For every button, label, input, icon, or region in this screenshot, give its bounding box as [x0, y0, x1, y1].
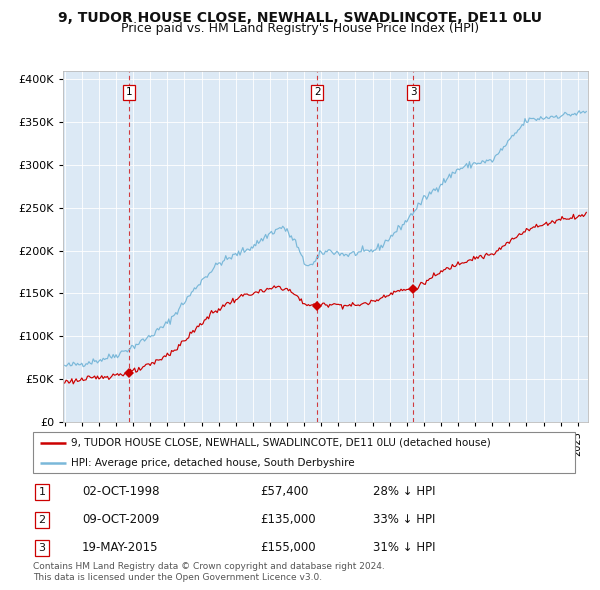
- Text: Price paid vs. HM Land Registry's House Price Index (HPI): Price paid vs. HM Land Registry's House …: [121, 22, 479, 35]
- Text: 28% ↓ HPI: 28% ↓ HPI: [373, 486, 436, 499]
- Text: 1: 1: [38, 487, 46, 497]
- Text: 3: 3: [410, 87, 416, 97]
- Text: 33% ↓ HPI: 33% ↓ HPI: [373, 513, 436, 526]
- Text: 2: 2: [314, 87, 320, 97]
- Text: 09-OCT-2009: 09-OCT-2009: [82, 513, 160, 526]
- Text: Contains HM Land Registry data © Crown copyright and database right 2024.: Contains HM Land Registry data © Crown c…: [33, 562, 385, 571]
- Text: £57,400: £57,400: [260, 486, 309, 499]
- Text: 1: 1: [125, 87, 132, 97]
- Text: 02-OCT-1998: 02-OCT-1998: [82, 486, 160, 499]
- Text: 3: 3: [38, 543, 46, 553]
- Text: 2: 2: [38, 515, 46, 525]
- Text: This data is licensed under the Open Government Licence v3.0.: This data is licensed under the Open Gov…: [33, 573, 322, 582]
- Text: £155,000: £155,000: [260, 541, 316, 554]
- Text: 9, TUDOR HOUSE CLOSE, NEWHALL, SWADLINCOTE, DE11 0LU (detached house): 9, TUDOR HOUSE CLOSE, NEWHALL, SWADLINCO…: [71, 438, 491, 448]
- Text: 9, TUDOR HOUSE CLOSE, NEWHALL, SWADLINCOTE, DE11 0LU: 9, TUDOR HOUSE CLOSE, NEWHALL, SWADLINCO…: [58, 11, 542, 25]
- Text: £135,000: £135,000: [260, 513, 316, 526]
- Text: 31% ↓ HPI: 31% ↓ HPI: [373, 541, 436, 554]
- Text: 19-MAY-2015: 19-MAY-2015: [82, 541, 158, 554]
- Text: HPI: Average price, detached house, South Derbyshire: HPI: Average price, detached house, Sout…: [71, 458, 355, 468]
- FancyBboxPatch shape: [33, 432, 575, 473]
